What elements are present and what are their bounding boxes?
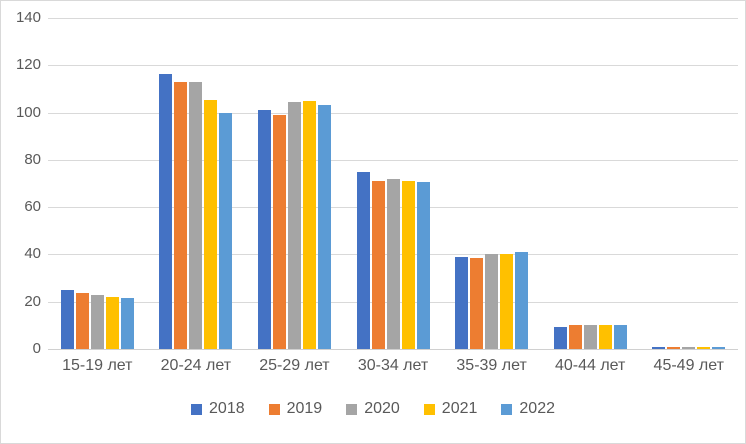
bar-group-20-24 лет: [147, 18, 246, 349]
bar-2020-25-29 лет: [287, 101, 301, 349]
bar-2018-20-24 лет: [159, 73, 173, 349]
bar-groups: [48, 18, 738, 349]
bar-2022-40-44 лет: [613, 325, 627, 349]
y-tick-label-80: 80: [24, 150, 41, 168]
gridline-y-120: [48, 65, 738, 67]
bar-2019-15-19 лет: [75, 293, 89, 349]
bar-2020-15-19 лет: [90, 294, 104, 349]
bar-2021-30-34 лет: [401, 181, 415, 349]
bar-2022-30-34 лет: [416, 182, 430, 349]
bar-2018-35-39 лет: [455, 256, 469, 349]
bar-2022-20-24 лет: [219, 112, 233, 349]
bar-group-40-44 лет: [541, 18, 640, 349]
bar-2019-30-34 лет: [371, 181, 385, 349]
bar-group-15-19 лет: [48, 18, 147, 349]
x-axis: 15-19 лет 20-24 лет 25-29 лет 30-34 лет 35-3…: [48, 357, 738, 375]
bar-2020-20-24 лет: [189, 81, 203, 349]
bar-2021-15-19 лет: [105, 297, 119, 349]
legend-swatch-icon: [501, 403, 513, 415]
gridline-y-140: [48, 18, 738, 19]
y-tick-label-40: 40: [24, 245, 41, 263]
gridline-y-80: [48, 159, 738, 161]
legend-item-2020: 2020: [346, 400, 400, 418]
x-tick-label-40-44 лет: 40-44 лет: [554, 357, 626, 374]
bar-2020-30-34 лет: [386, 178, 400, 349]
x-tick-label-35-39 лет: 35-39 лет: [456, 357, 527, 374]
bar-2021-40-44 лет: [598, 325, 612, 349]
legend-swatch-icon: [191, 403, 203, 415]
bar-2022-35-39 лет: [515, 252, 529, 349]
x-tick-label-25-29 лет: 25-29 лет: [259, 357, 330, 374]
x-tick-label-15-19 лет: 15-19 лет: [62, 357, 133, 374]
legend-swatch-icon: [268, 403, 280, 415]
bar-2018-45-49 лет: [652, 347, 666, 349]
bar-2020-35-39 лет: [485, 254, 499, 349]
bar-group-35-39 лет: [442, 18, 541, 349]
legend-swatch-icon: [346, 403, 358, 415]
y-tick-label-140: 140: [15, 9, 41, 26]
bar-2021-25-29 лет: [302, 100, 316, 349]
bar-2018-15-19 лет: [60, 289, 74, 349]
x-tick-label-20-24 лет: 20-24 лет: [160, 357, 232, 374]
bar-2019-40-44 лет: [568, 325, 582, 349]
legend-label: 2021: [441, 400, 478, 417]
y-tick-label-120: 120: [15, 56, 41, 74]
y-tick-label-100: 100: [15, 103, 41, 121]
legend-item-2018: 2018: [191, 400, 245, 418]
legend-label: 2020: [364, 400, 400, 417]
bar-2019-45-49 лет: [667, 347, 681, 349]
gridline-y-100: [48, 112, 738, 114]
y-tick-label-0: 0: [32, 340, 41, 357]
bar-2021-35-39 лет: [500, 254, 514, 349]
y-axis: 0 20 40 60 80 100 120 140: [1, 9, 41, 357]
legend-label: 2018: [209, 400, 245, 417]
gridline-y-0: [48, 349, 738, 350]
bar-2022-45-49 лет: [712, 347, 726, 349]
x-tick-label-30-34 лет: 30-34 лет: [357, 357, 429, 374]
bar-group-45-49 лет: [639, 18, 738, 349]
bar-2020-45-49 лет: [682, 347, 696, 349]
bar-2020-40-44 лет: [583, 325, 597, 349]
legend: 2018 2019 2020 2021 2022: [1, 400, 745, 418]
bar-group-30-34 лет: [344, 18, 443, 349]
bar-2019-20-24 лет: [174, 81, 188, 349]
y-tick-label-20: 20: [24, 292, 41, 310]
bar-2019-25-29 лет: [272, 114, 286, 349]
bar-2019-35-39 лет: [470, 257, 484, 349]
legend-label: 2022: [519, 400, 555, 417]
bar-2018-40-44 лет: [553, 326, 567, 349]
legend-item-2022: 2022: [501, 400, 555, 418]
bar-2022-15-19 лет: [120, 298, 134, 349]
bar-group-25-29 лет: [245, 18, 344, 349]
bar-2021-45-49 лет: [697, 347, 711, 349]
bar-2018-25-29 лет: [257, 110, 271, 349]
legend-item-2019: 2019: [268, 400, 323, 418]
legend-swatch-icon: [423, 403, 435, 415]
legend-label: 2019: [286, 400, 323, 417]
legend-item-2021: 2021: [423, 400, 478, 418]
bar-2022-25-29 лет: [317, 105, 331, 349]
x-tick-label-45-49 лет: 45-49 лет: [653, 357, 724, 374]
y-tick-label-60: 60: [24, 198, 41, 216]
bar-2018-30-34 лет: [356, 171, 370, 349]
plot-area: [48, 18, 738, 350]
bar-2021-20-24 лет: [204, 99, 218, 349]
